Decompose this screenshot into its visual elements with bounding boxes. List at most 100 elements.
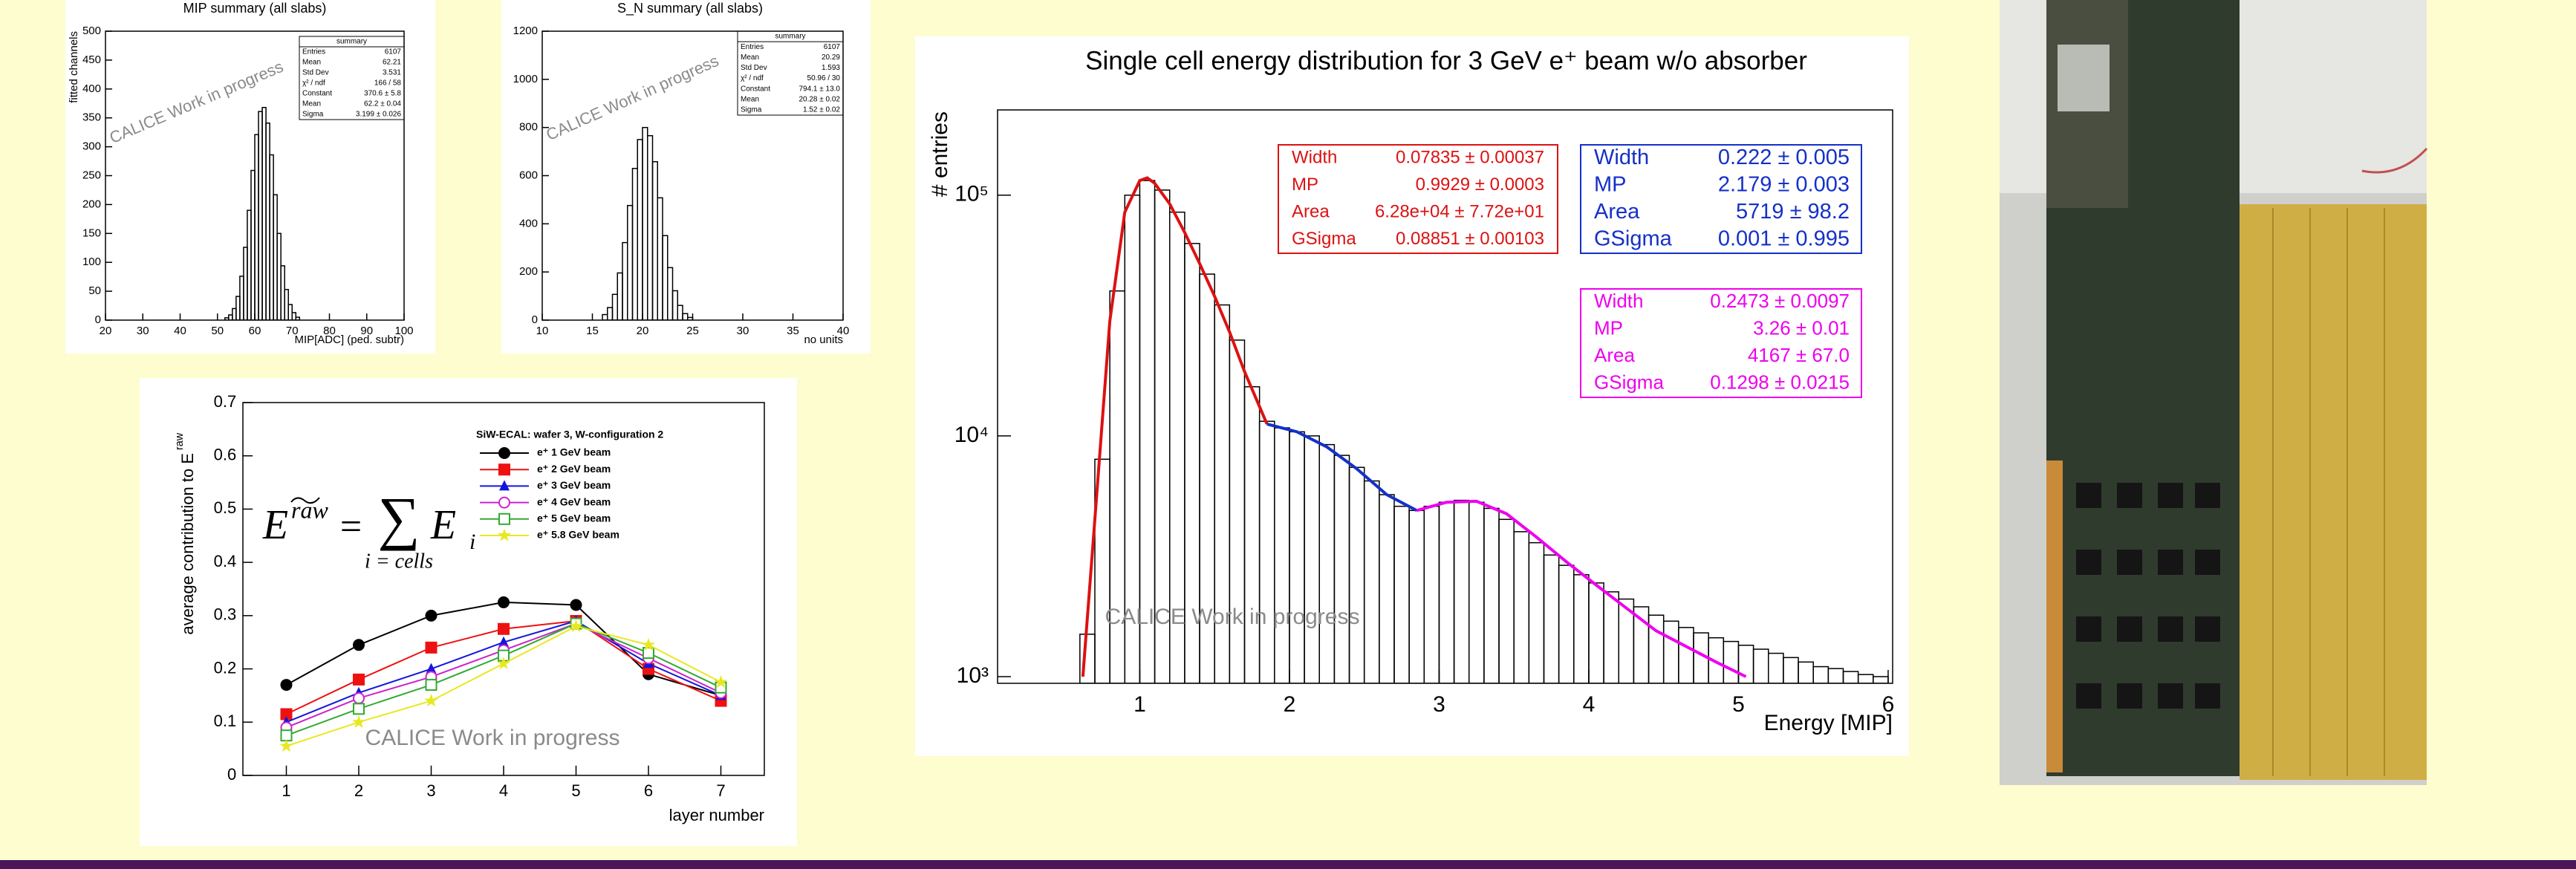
stats-name: Mean [741,95,759,103]
marker [425,609,438,622]
x-tick-label: 5 [571,781,580,800]
marker [496,656,511,670]
legend-label: e⁺ 4 GeV beam [537,495,611,507]
y-tick-label: 0.5 [214,498,237,517]
fit-param-value: 5719 ± 98.2 [1736,200,1850,224]
y-axis-label: # entries [928,111,952,197]
y-tick-label: 0.3 [214,605,237,624]
stats-name: Entries [302,48,325,56]
stats-title: summary [775,33,805,41]
stats-value: 62.2 ± 0.04 [364,100,401,108]
marker [280,679,293,691]
x-tick-label: 15 [586,325,599,337]
stats-name: Entries [741,43,764,51]
y-tick-label: 1200 [513,25,538,37]
stats-value: 62.21 [383,59,401,67]
legend-label: e⁺ 3 GeV beam [537,479,611,491]
stats-value: 1.593 [822,64,840,72]
x-tick-label: 80 [323,325,336,337]
stats-value: 50.96 / 30 [807,74,841,82]
photo [2000,0,2428,785]
stats-value: 20.29 [822,53,840,62]
y-tick-label: 200 [82,198,101,210]
x-tick-label: 70 [286,325,299,337]
fit-param-value: 6.28e+04 ± 7.72e+01 [1375,202,1544,222]
formula: E [262,502,288,548]
fit-curve [1416,499,1747,678]
formula: = [337,506,363,548]
fit-param-value: 0.08851 ± 0.00103 [1396,229,1544,249]
y-tick-label: 500 [82,25,101,37]
histogram-bin [687,316,694,320]
fit-param-name: MP [1594,172,1627,196]
x-tick-label: 2 [354,781,363,800]
x-tick-label: 20 [100,325,112,337]
plot-frame [997,109,1893,684]
y-tick-label: 50 [88,284,101,297]
marker [714,674,728,689]
fit-box [1278,144,1558,254]
y-tick-label: 400 [82,82,101,95]
stats-name: Std Dev [302,69,329,77]
formula-tilde [290,497,320,504]
fit-param-value: 4167 ± 67.0 [1748,344,1850,366]
x-tick-label: 50 [211,325,224,337]
legend-label: e⁺ 2 GeV beam [537,463,611,475]
footer-bar [0,860,2576,869]
fit-param-value: 0.07835 ± 0.00037 [1396,148,1544,168]
y-axis-label: fitted channels [68,31,80,103]
y-tick-label: 250 [82,169,101,181]
fit-param-name: Area [1594,344,1635,366]
legend-marker [498,496,510,509]
stats-value: 1.52 ± 0.02 [803,106,840,114]
stats-value: 20.28 ± 0.02 [799,95,840,103]
x-tick-label: 5 [1732,692,1745,717]
x-tick-label: 20 [637,325,649,337]
y-tick-label: 0.6 [214,446,237,464]
plot-frame [541,30,844,321]
stats-name: Mean [741,53,759,62]
x-tick-label: 25 [686,325,699,337]
x-tick-label: 6 [644,781,653,800]
plot-frame [242,402,765,776]
stats-box [299,36,405,120]
x-tick-label: 4 [499,781,508,800]
x-tick-label: 4 [1583,692,1596,717]
marker [353,639,365,651]
fit-param-value: 0.222 ± 0.005 [1718,146,1850,169]
fit-param-name: Width [1594,290,1643,312]
stats-value: 3.199 ± 0.026 [356,111,402,119]
marker [279,739,293,752]
formula: i = cells [365,550,433,573]
stats-value: 6107 [824,43,841,51]
fit-param-name: MP [1292,175,1318,195]
marker [641,637,656,651]
y-tick-label: 450 [82,53,101,66]
watermark: CALICE Work in progress [1105,605,1360,629]
fit-param-name: Width [1594,146,1649,169]
y-tick-label: 0 [227,765,236,784]
legend-label: e⁺ 5.8 GeV beam [537,529,619,541]
legend-marker [498,463,510,476]
marker [424,694,438,707]
x-axis-label: MIP[ADC] (ped. subtr) [294,333,404,346]
y-tick-label: 0.2 [214,658,237,677]
y-tick-label: 800 [519,121,538,134]
fit-param-value: 3.26 ± 0.01 [1753,317,1850,339]
x-tick-label: 2 [1284,692,1296,717]
y-tick-label: 10³ [957,663,989,688]
fit-param-name: GSigma [1594,371,1664,394]
y-tick-label: 350 [82,111,101,124]
x-tick-label: 3 [426,781,435,800]
x-axis-label: layer number [669,806,764,824]
y-tick-label: 200 [519,265,538,278]
stats-name: Constant [741,85,770,93]
chart-title: Single cell energy distribution for 3 Ge… [1085,46,1807,75]
fit-param-value: 0.2473 ± 0.0097 [1710,290,1850,312]
x-tick-label: 6 [1882,692,1895,717]
y-axis-label: average contribution to E [178,453,197,635]
fit-param-name: GSigma [1594,227,1673,250]
plot-frame [105,30,405,321]
